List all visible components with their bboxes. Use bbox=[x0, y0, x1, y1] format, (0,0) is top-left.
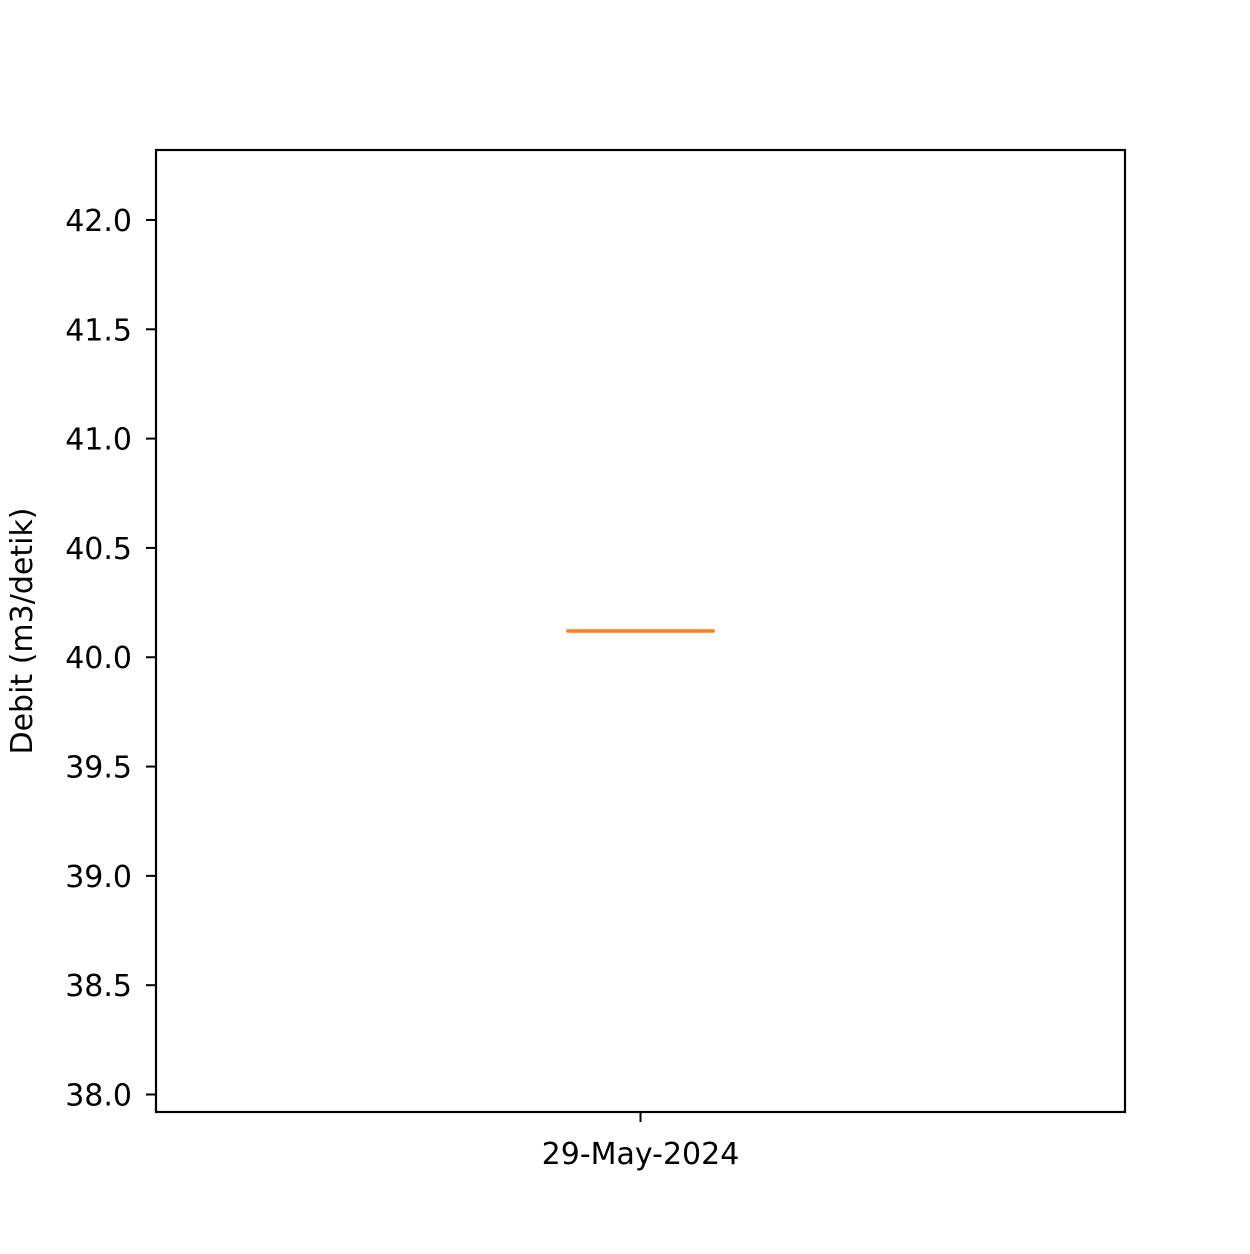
y-tick-label: 40.0 bbox=[65, 641, 132, 676]
y-tick-label: 40.5 bbox=[65, 532, 132, 567]
y-axis-label: Debit (m3/detik) bbox=[5, 507, 40, 754]
y-tick-label: 38.0 bbox=[65, 1079, 132, 1114]
y-tick-label: 41.5 bbox=[65, 313, 132, 348]
y-axis: 38.0 38.5 39.0 39.5 40.0 40.5 41.0 41.5 42.0 bbox=[65, 204, 156, 1114]
x-axis: 29-May-2024 bbox=[542, 1112, 740, 1172]
y-tick-label: 39.0 bbox=[65, 860, 132, 895]
y-tick-label: 41.0 bbox=[65, 423, 132, 458]
y-tick-label: 42.0 bbox=[65, 204, 132, 239]
box-series bbox=[566, 629, 715, 633]
y-tick-label: 39.5 bbox=[65, 751, 132, 786]
x-tick-label: 29-May-2024 bbox=[542, 1137, 740, 1172]
y-tick-label: 38.5 bbox=[65, 969, 132, 1004]
